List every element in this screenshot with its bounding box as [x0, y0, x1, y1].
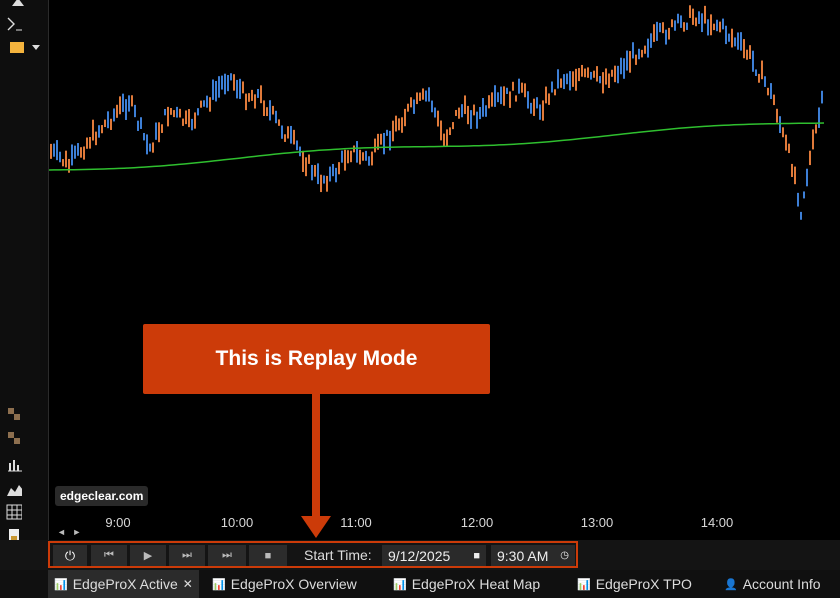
callout-arrow-head-icon	[301, 516, 331, 538]
x-tick-label: 13:00	[580, 515, 614, 530]
start-time-field[interactable]: 9:30 AM ◷	[491, 545, 575, 566]
bar-chart-icon: 📊	[577, 578, 591, 591]
start-time-value: 9:30 AM	[497, 547, 549, 564]
tab-edgeprox-tpo[interactable]: 📊 EdgeProX TPO	[577, 570, 692, 598]
grid-table-icon[interactable]	[6, 504, 22, 520]
bar-chart-icon: 📊	[393, 578, 407, 591]
x-tick-label: 10:00	[220, 515, 254, 530]
scroll-up-arrows-icon[interactable]	[10, 0, 26, 12]
x-tick-label: 14:00	[700, 515, 734, 530]
play-button[interactable]: ▶	[130, 545, 166, 566]
close-tab-icon[interactable]: ✕	[182, 577, 193, 591]
start-date-value: 9/12/2025	[388, 547, 451, 564]
go-to-start-button[interactable]: ⏮	[91, 545, 127, 566]
x-tick-label: 12:00	[460, 515, 494, 530]
brown-squares-icon-2[interactable]	[6, 430, 22, 446]
power-button[interactable]: ⏻	[53, 545, 87, 566]
step-forward-button[interactable]: ⏭	[169, 545, 205, 566]
color-picker-icon[interactable]	[6, 40, 42, 56]
tab-edgeprox-heat-map[interactable]: 📊 EdgeProX Heat Map	[393, 570, 540, 598]
tab-edgeprox-active[interactable]: 📊 EdgeProX Active ✕	[48, 570, 199, 598]
bar-chart-icon: 📊	[54, 578, 68, 591]
stop-button[interactable]: ■	[249, 545, 287, 566]
user-icon: 👤	[724, 578, 738, 591]
replay-mode-callout: This is Replay Mode	[143, 324, 490, 394]
bar-chart-icon: 📊	[212, 578, 226, 591]
brown-squares-icon[interactable]	[6, 406, 22, 422]
callout-arrow-shaft	[312, 394, 320, 522]
x-tick-label: 11:00	[340, 515, 372, 530]
drawing-toolbar	[0, 0, 49, 571]
candlestick-plot	[49, 5, 825, 220]
cursor-tool-icon[interactable]	[6, 16, 22, 32]
x-tick-label: 9:00	[105, 515, 131, 530]
document-icon[interactable]	[6, 528, 22, 544]
tab-edgeprox-overview[interactable]: 📊 EdgeProX Overview	[212, 570, 357, 598]
start-date-field[interactable]: 9/12/2025 ■	[382, 545, 486, 566]
watermark-label: edgeclear.com	[55, 486, 149, 506]
price-chart[interactable]: 9:00 10:00 11:00 12:00 13:00 14:00	[49, 0, 840, 540]
tab-label: Account Info	[742, 576, 821, 592]
clock-icon[interactable]: ◷	[560, 550, 569, 561]
moving-average-line	[49, 122, 825, 171]
volume-bars-icon[interactable]	[6, 457, 22, 473]
replay-highlight-outline	[48, 541, 578, 568]
start-time-label: Start Time:	[304, 547, 372, 563]
tab-label: EdgeProX TPO	[595, 576, 692, 592]
tab-label: EdgeProX Heat Map	[411, 576, 541, 592]
tab-label: EdgeProX Overview	[230, 576, 357, 592]
calendar-icon[interactable]: ■	[473, 549, 480, 562]
tab-account-info[interactable]: 👤 Account Info	[724, 570, 821, 598]
chart-scroll-arrows-icon[interactable]: ◄ ►	[57, 527, 84, 537]
go-to-end-button[interactable]: ⏭	[208, 545, 246, 566]
area-chart-icon[interactable]	[6, 481, 22, 497]
tab-label: EdgeProX Active	[72, 576, 178, 592]
